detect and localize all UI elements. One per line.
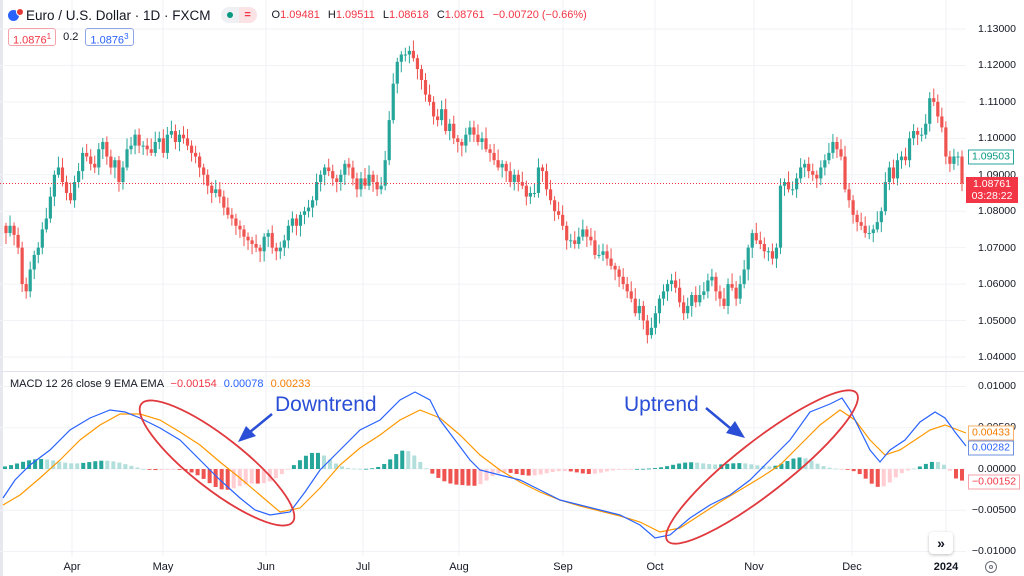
buy-price: 1.0876 [90, 34, 125, 47]
signal-tag: 0.00433 [968, 425, 1014, 441]
pane-separator[interactable] [0, 371, 1024, 372]
time-tick: Nov [744, 561, 764, 573]
high-label: H [327, 9, 336, 21]
histogram-tag: −0.00152 [968, 474, 1021, 490]
time-tick: Oct [646, 561, 664, 573]
time-tick: Jul [355, 561, 371, 573]
market-status-pill[interactable]: = [220, 7, 257, 23]
time-tick: Dec [842, 561, 862, 573]
sell-button[interactable]: 1.08761 [8, 28, 57, 47]
time-tick: Apr [63, 561, 81, 573]
macd-histogram-value: −0.00154 [170, 378, 217, 390]
symbol-logo-icon [8, 8, 24, 22]
sell-price: 1.0876 [13, 34, 47, 47]
macd-tick: 0.00000 [978, 463, 1016, 475]
macd-tick: 0.01000 [978, 380, 1016, 392]
time-tick: May [152, 561, 174, 573]
price-tick: 1.04000 [978, 351, 1016, 363]
symbol-title[interactable]: Euro / U.S. Dollar · 1D · FXCM [26, 7, 211, 23]
price-tick: 1.11000 [978, 96, 1016, 108]
price-tick: 1.10000 [978, 132, 1016, 144]
close-value: 1.08761 [444, 9, 485, 21]
price-tick: 1.06000 [978, 278, 1016, 290]
spread-value: 0.2 [63, 31, 79, 43]
macd-legend[interactable]: MACD 12 26 close 9 EMA EMA −0.00154 0.00… [10, 378, 310, 390]
time-tick: Sep [553, 561, 573, 573]
time-tick-year: 2024 [933, 561, 959, 573]
time-tick: Jun [257, 561, 275, 573]
buy-price-pip: 3 [124, 32, 129, 41]
market-open-icon [221, 7, 239, 23]
high-value: 1.09511 [335, 9, 375, 21]
left-edge [0, 0, 3, 576]
price-tick: 1.08000 [978, 205, 1016, 217]
close-label: C [436, 9, 445, 21]
sell-price-pip: 1 [46, 32, 52, 41]
price-tick: 1.07000 [978, 242, 1016, 254]
macd-line-value: 0.00078 [223, 378, 264, 390]
low-value: 1.08618 [389, 9, 429, 21]
bar-countdown: 03:28:22 [971, 190, 1013, 202]
time-tick: Aug [449, 561, 469, 573]
macd-indicator-name: MACD 12 26 close 9 EMA EMA [10, 378, 164, 390]
downtrend-label: Downtrend [275, 393, 377, 416]
price-tick: 1.13000 [978, 23, 1016, 35]
ohlc-values: O1.09481 H1.09511 L1.08618 C1.08761 −0.0… [267, 9, 587, 21]
macd-tick: −0.00500 [971, 504, 1016, 516]
last-price: 1.08761 [973, 178, 1011, 190]
buy-button[interactable]: 1.08763 [85, 28, 134, 47]
equals-icon: = [238, 7, 257, 23]
chart-header: Euro / U.S. Dollar · 1D · FXCM = O1.0948… [8, 5, 587, 25]
open-label: O [271, 9, 281, 21]
trade-row: 1.08761 0.2 1.08763 [8, 28, 134, 47]
macd-tick: −0.01000 [971, 545, 1016, 557]
scroll-to-realtime-button[interactable]: » [929, 532, 953, 554]
macd-signal-value: 0.00233 [270, 378, 311, 390]
change-value: −0.00720 (−0.66%) [492, 9, 587, 21]
macd-tag: 0.00282 [968, 440, 1014, 456]
uptrend-label: Uptrend [624, 393, 699, 416]
open-value: 1.09481 [280, 9, 320, 21]
price-tick: 1.05000 [978, 315, 1016, 327]
last-price-tag: 1.08761 03:28:22 [966, 177, 1018, 203]
prev-close-tag: 1.09503 [968, 149, 1014, 165]
price-tick: 1.12000 [978, 59, 1016, 71]
settings-gear-icon[interactable] [985, 561, 997, 573]
low-label: L [382, 9, 390, 21]
